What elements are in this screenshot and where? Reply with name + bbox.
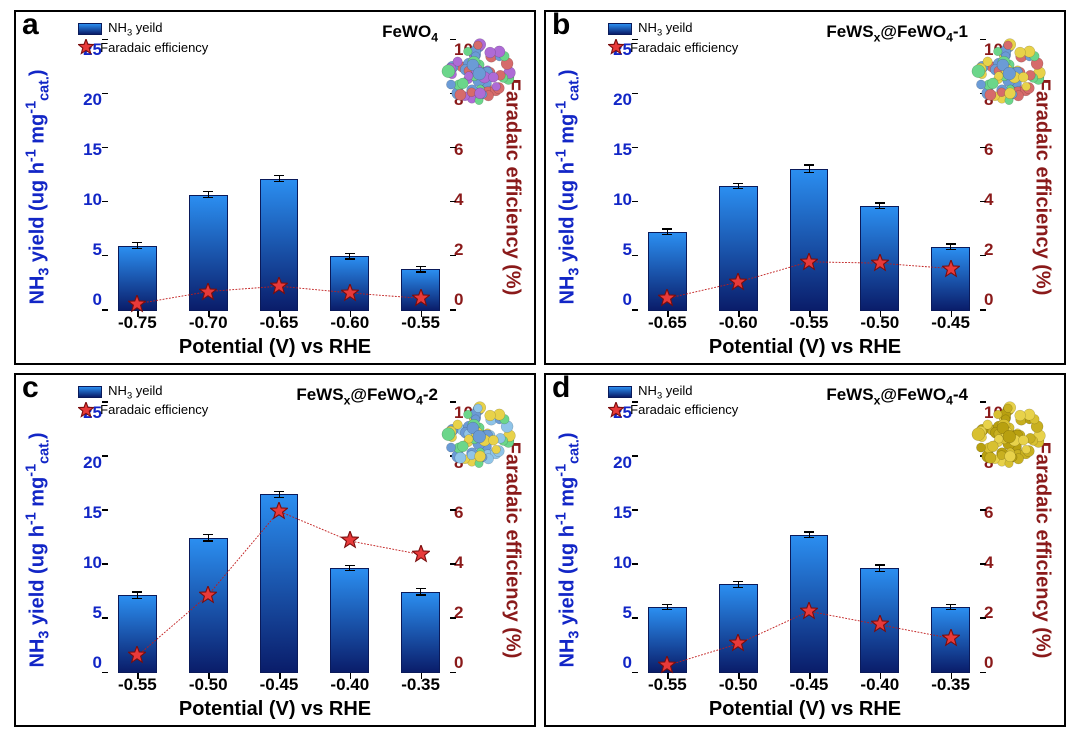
panel-letter: b xyxy=(552,8,570,42)
legend-bar-label: NH3 yeild xyxy=(638,20,692,38)
molecule-inset-icon xyxy=(438,397,520,475)
panel-b: b NH3 yield (ug h-1 mg-1cat.) Faradaic eff… xyxy=(544,10,1066,365)
plot-area xyxy=(102,40,456,311)
y-left-label: NH3 yield (ug h-1 mg-1cat.) xyxy=(554,70,583,305)
panel-c: c NH3 yield (ug h-1 mg-1cat.) Faradaic eff… xyxy=(14,373,536,728)
panel-letter: a xyxy=(22,8,39,42)
plot-area xyxy=(632,40,986,311)
panel-d: d NH3 yield (ug h-1 mg-1cat.) Faradaic eff… xyxy=(544,373,1066,728)
fe-star-marker xyxy=(658,289,676,307)
fe-star-marker xyxy=(729,634,747,652)
panel-letter: d xyxy=(552,371,570,405)
legend-star-icon xyxy=(608,39,624,55)
legend-fe-label: Faradaic efficiency xyxy=(100,402,208,417)
legend: NH3 yeildFaradaic efficiency xyxy=(78,383,208,419)
x-ticks: -0.65-0.60-0.55-0.50-0.45 xyxy=(632,313,986,333)
fe-star-marker xyxy=(800,253,818,271)
legend-fe-label: Faradaic efficiency xyxy=(630,40,738,55)
fe-star-marker xyxy=(341,284,359,302)
molecule-inset-icon xyxy=(968,397,1050,475)
fe-star-marker xyxy=(412,545,430,563)
legend-bar-swatch xyxy=(608,23,632,35)
legend: NH3 yeild Faradaic efficiency xyxy=(78,20,208,56)
fe-star-marker xyxy=(199,586,217,604)
plot-area xyxy=(632,403,986,674)
y-left-ticks: 2520151050 xyxy=(582,403,632,674)
legend-star-icon xyxy=(78,39,94,55)
sample-label: FeWSx@FeWO4-4 xyxy=(826,385,968,407)
sample-label: FeWSx@FeWO4-1 xyxy=(826,22,968,44)
fe-star-marker xyxy=(128,646,146,664)
legend-fe-label: Faradaic efficiency xyxy=(100,40,208,55)
x-label: Potential (V) vs RHE xyxy=(16,336,534,359)
fe-star-marker xyxy=(270,277,288,295)
legend-bar-label: NH3 yeild xyxy=(108,383,162,401)
x-label: Potential (V) vs RHE xyxy=(16,698,534,721)
y-left-ticks: 2520151050 xyxy=(582,40,632,311)
panel-a: a NH3 yield (ug h-1 mg-1cat.) Faradaic eff… xyxy=(14,10,536,365)
sample-label: FeWSx@FeWO4-2 xyxy=(296,385,438,407)
figure-grid: a NH3 yield (ug h-1 mg-1cat.) Faradaic eff… xyxy=(0,0,1080,733)
fe-star-marker xyxy=(942,260,960,278)
legend-bar-swatch xyxy=(78,23,102,35)
fe-line xyxy=(632,403,986,674)
fe-star-marker xyxy=(128,295,146,313)
y-left-label: NH3 yield (ug h-1 mg-1cat.) xyxy=(24,70,53,305)
fe-star-marker xyxy=(871,254,889,272)
legend-star-icon xyxy=(608,402,624,418)
x-label: Potential (V) vs RHE xyxy=(546,336,1064,359)
panel-letter: c xyxy=(22,371,39,405)
fe-star-marker xyxy=(871,615,889,633)
x-ticks: -0.55-0.50-0.45-0.40-0.35 xyxy=(632,675,986,695)
molecule-inset-icon xyxy=(968,34,1050,112)
legend: NH3 yeildFaradaic efficiency xyxy=(608,383,738,419)
molecule-inset-icon xyxy=(438,34,520,112)
fe-star-marker xyxy=(270,502,288,520)
fe-line xyxy=(102,403,456,674)
y-left-label: NH3 yield (ug h-1 mg-1cat.) xyxy=(24,432,53,667)
y-left-ticks: 2520151050 xyxy=(52,40,102,311)
legend-bar-swatch xyxy=(608,386,632,398)
legend-bar-label: NH3 yeild xyxy=(638,383,692,401)
x-label: Potential (V) vs RHE xyxy=(546,698,1064,721)
y-left-label: NH3 yield (ug h-1 mg-1cat.) xyxy=(554,432,583,667)
fe-star-marker xyxy=(800,602,818,620)
fe-star-marker xyxy=(341,531,359,549)
x-ticks: -0.55-0.50-0.45-0.40-0.35 xyxy=(102,675,456,695)
fe-star-marker xyxy=(199,283,217,301)
legend: NH3 yeild Faradaic efficiency xyxy=(608,20,738,56)
fe-star-marker xyxy=(658,656,676,674)
legend-bar-label: NH3 yeild xyxy=(108,20,162,38)
fe-line xyxy=(102,40,456,311)
plot-area xyxy=(102,403,456,674)
y-left-ticks: 2520151050 xyxy=(52,403,102,674)
x-ticks: -0.75-0.70-0.65-0.60-0.55 xyxy=(102,313,456,333)
sample-label: FeWO4 xyxy=(382,22,438,44)
fe-star-marker xyxy=(942,629,960,647)
legend-star-icon xyxy=(78,402,94,418)
legend-fe-label: Faradaic efficiency xyxy=(630,402,738,417)
fe-star-marker xyxy=(729,273,747,291)
legend-bar-swatch xyxy=(78,386,102,398)
fe-star-marker xyxy=(412,289,430,307)
